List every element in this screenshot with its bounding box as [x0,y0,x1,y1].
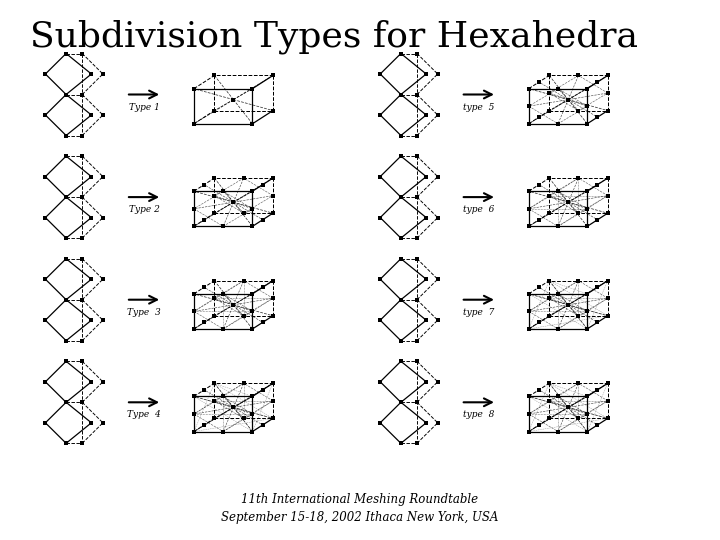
Text: Type  3: Type 3 [127,308,161,316]
Text: Type 2: Type 2 [129,205,159,214]
Text: 11th International Meshing Roundtable
September 15-18, 2002 Ithaca New York, USA: 11th International Meshing Roundtable Se… [221,493,499,524]
Text: Type 1: Type 1 [129,103,159,111]
Text: type  6: type 6 [463,205,495,214]
Text: type  5: type 5 [463,103,495,111]
Text: type  7: type 7 [463,308,495,316]
Text: type  8: type 8 [463,410,495,419]
Text: Type  4: Type 4 [127,410,161,419]
Text: Subdivision Types for Hexahedra: Subdivision Types for Hexahedra [30,20,638,55]
